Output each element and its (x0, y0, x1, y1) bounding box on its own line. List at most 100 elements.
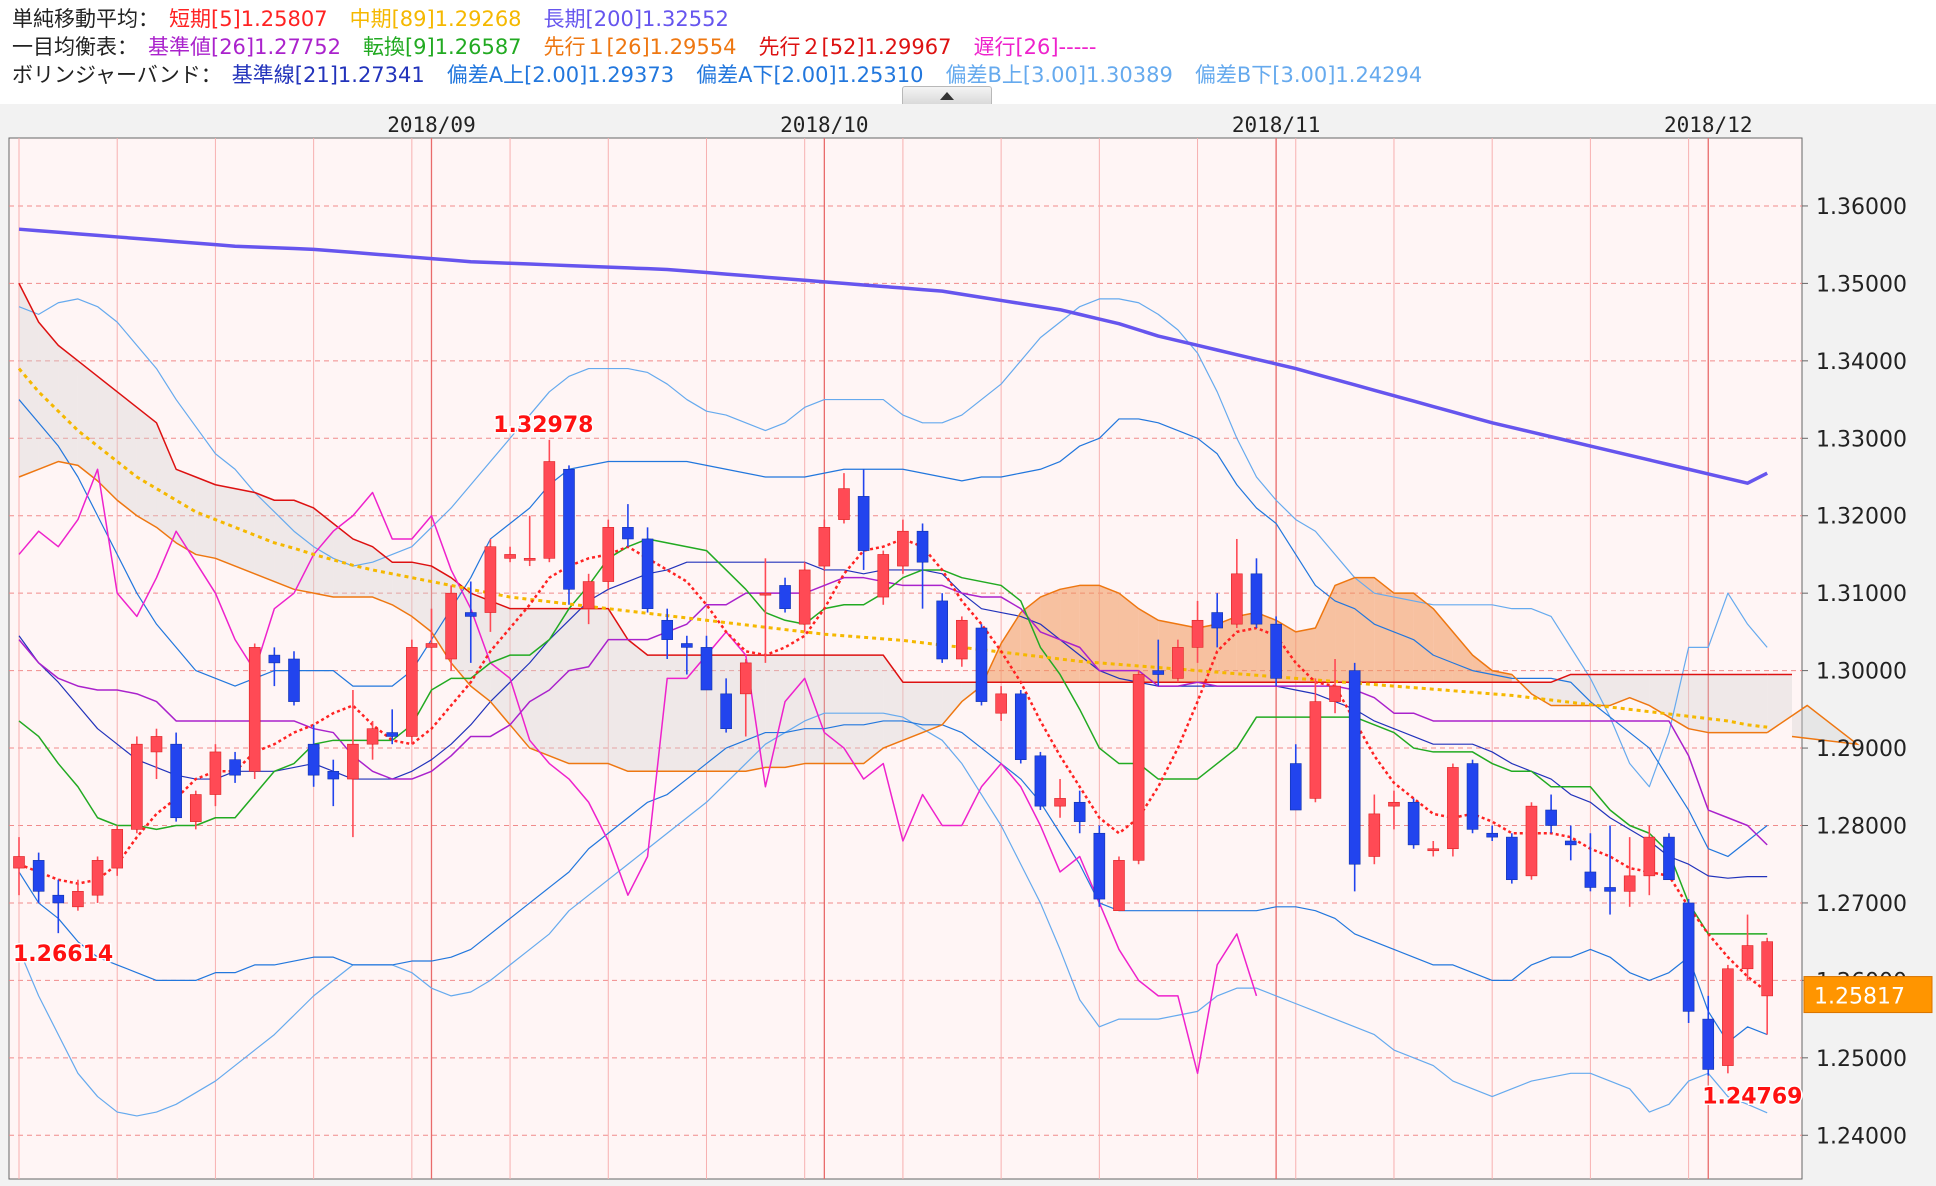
cloud-segment-bearish (647, 655, 668, 772)
cloud-segment-bearish (627, 639, 648, 772)
cloud-segment-bearish (549, 608, 569, 764)
legend-bb-b-upper: 偏差B上[3.00]1.30389 (945, 63, 1173, 87)
current-price-box (1803, 976, 1933, 1014)
legend-ichimoku-senkou2: 先行２[52]1.29967 (758, 35, 952, 59)
cloud-segment-bearish (38, 322, 59, 470)
cloud-segment-bearish (568, 608, 589, 764)
candle-up (1054, 798, 1066, 807)
price-annotation-label: 1.32978 (493, 413, 593, 438)
candle-up (877, 554, 890, 598)
cloud-segment-bearish (588, 608, 609, 764)
series-line-偏差B上 (18, 298, 1768, 788)
cloud-segment-bullish (1001, 612, 1021, 683)
cloud-segment-bullish (1060, 585, 1080, 683)
candle-up (543, 461, 556, 559)
cloud-segment-bearish (843, 655, 864, 764)
candle-up (1722, 968, 1734, 1066)
candle-up (13, 856, 25, 869)
x-axis-labels: 2018/09 2018/10 2018/11 2018/12 (387, 113, 1752, 137)
candlestick-chart[interactable]: 2018/09 2018/10 2018/11 2018/12 1.32978 1.26… (0, 104, 1936, 1186)
cloud-segment-bullish (1315, 585, 1336, 683)
candle-up (209, 751, 222, 795)
cloud-segment-bearish (824, 655, 844, 764)
cloud-segment-bearish (156, 422, 177, 543)
candle-up (1132, 674, 1145, 861)
candle-up (91, 860, 104, 896)
candle-up (1741, 945, 1754, 970)
series-line-先行２52 (18, 283, 1768, 683)
candle-down (386, 732, 399, 737)
candle-down (779, 585, 791, 609)
cloud-segment-bearish (510, 608, 530, 749)
candle-up (111, 829, 124, 869)
candle-down (1034, 755, 1047, 807)
cloud-segment-bearish (942, 682, 962, 725)
candle-up (131, 743, 143, 830)
candle-up (739, 662, 752, 695)
y-tick-label: 1.31000 (1816, 582, 1907, 607)
cloud-segment-bearish (1590, 674, 1611, 706)
collapse-legend-button[interactable] (902, 86, 992, 105)
series-line-偏差B下 (18, 712, 1768, 1117)
candle-up (1643, 836, 1656, 877)
x-tick-label: 2018/12 (1664, 113, 1753, 137)
candle-up (425, 643, 438, 648)
cloud-segment-bullish (1452, 631, 1473, 683)
candle-down (681, 643, 693, 648)
candle-up (838, 488, 850, 520)
cloud-segment-bearish (176, 469, 196, 555)
candle-up (1309, 701, 1322, 799)
candle-up (897, 530, 909, 567)
cloud-segment-bearish (608, 608, 628, 772)
cloud-segment-bearish (58, 345, 78, 466)
candle-down (268, 654, 281, 664)
candle-down (1211, 612, 1223, 629)
candle-down (661, 619, 674, 640)
cloud-segment-bullish (1393, 593, 1414, 683)
candle-down (563, 468, 575, 590)
candle-up (956, 619, 968, 660)
cloud-segment-bearish (136, 407, 157, 528)
candle-down (1466, 763, 1479, 830)
legend-ichimoku-kijun: 基準値[26]1.27752 (148, 35, 341, 59)
candle-down (936, 600, 948, 660)
cloud-segment-bearish (215, 484, 236, 567)
indicator-legend: 単純移動平均： 短期[5]1.25807 中期[89]1.29268 長期[200]1… (0, 0, 1936, 105)
senkou1-projection-line (1766, 704, 1860, 746)
plot-area (8, 137, 1803, 1180)
cloud-segment-bearish (411, 562, 432, 632)
candle-down (1604, 887, 1616, 892)
candle-down (1250, 573, 1263, 625)
candle-down (1682, 902, 1695, 1012)
cloud-segment-bearish (1727, 674, 1748, 733)
candle-down (622, 527, 634, 540)
candle-up (523, 558, 536, 561)
candle-down (464, 612, 477, 617)
legend-bb-b-lower: 偏差B下[3.00]1.24294 (1194, 63, 1423, 87)
legend-ichimoku-label: 一目均衡表： (12, 35, 138, 59)
candle-up (582, 581, 595, 609)
candles (13, 439, 1773, 1076)
candle-down (1289, 763, 1302, 811)
cloud-segment-bullish (1118, 593, 1139, 683)
candle-up (484, 546, 497, 613)
candle-down (1093, 832, 1106, 900)
candle-up (798, 569, 811, 625)
legend-ichimoku-chikou: 遅行[26]----- (973, 35, 1097, 59)
y-tick-label: 1.24000 (1816, 1124, 1907, 1149)
candle-down (641, 538, 654, 609)
cloud-segment-bearish (667, 655, 687, 772)
cloud-segment-bearish (1649, 674, 1669, 718)
candle-up (1623, 875, 1636, 892)
series-line-長期200 (18, 227, 1768, 485)
price-annotation-label: 1.24769 (1702, 1085, 1802, 1110)
cloud-segment-bullish (1236, 612, 1257, 683)
cloud-segment-bullish (1335, 577, 1355, 683)
cloud-segment-bullish (1099, 585, 1119, 683)
series-line-先行１26 (18, 460, 1768, 773)
cloud-segment-bullish (1138, 608, 1159, 683)
current-price-label: 1.25817 (1814, 985, 1905, 1010)
candle-down (327, 770, 340, 780)
candle-up (1388, 801, 1400, 807)
cloud-segment-bearish (883, 655, 903, 749)
